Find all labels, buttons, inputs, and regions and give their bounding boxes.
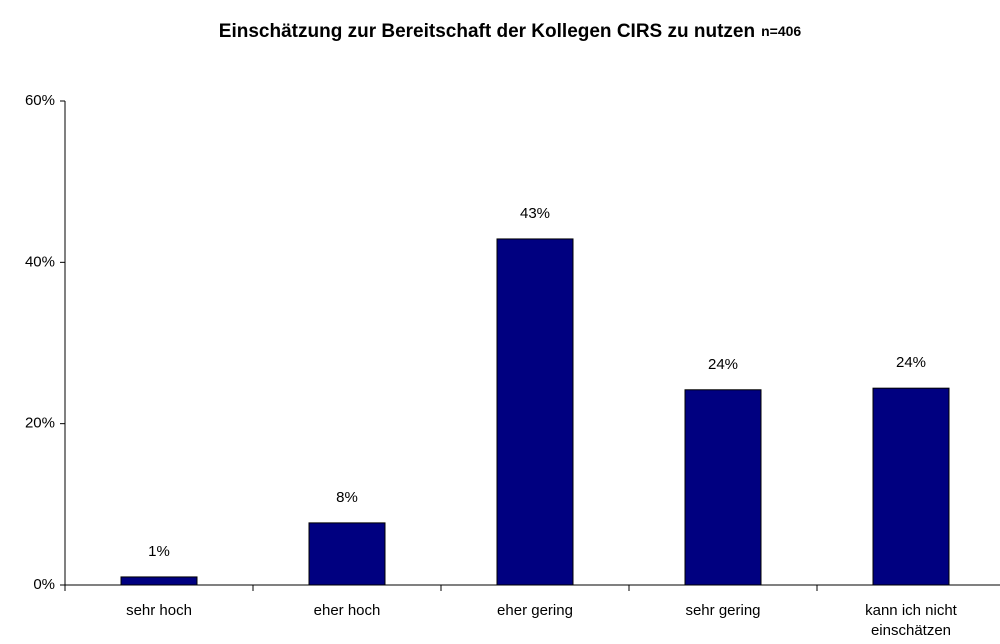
value-label: 8%	[336, 489, 358, 506]
chart-title-group: Einschätzung zur Bereitschaft der Kolleg…	[219, 21, 802, 42]
x-tick-label: eher hoch	[313, 602, 381, 619]
bar	[872, 387, 950, 586]
value-label: 24%	[708, 356, 738, 373]
chart-subtitle: n=406	[761, 23, 801, 39]
x-tick-label: eher gering	[497, 602, 573, 619]
bar	[684, 389, 762, 586]
bar	[308, 522, 386, 586]
value-label: 43%	[520, 205, 550, 222]
value-label: 1%	[148, 543, 170, 560]
chart-title: Einschätzung zur Bereitschaft der Kolleg…	[219, 21, 755, 42]
x-tick-label: kann ich nicht einschätzen	[865, 602, 957, 639]
x-tick-label: sehr gering	[685, 602, 761, 619]
value-label: 24%	[896, 354, 926, 371]
y-tick-label: 40%	[25, 253, 55, 270]
y-tick-label: 20%	[25, 415, 55, 432]
bar	[120, 576, 198, 586]
y-tick-label: 0%	[33, 576, 55, 593]
bar	[496, 238, 574, 586]
x-tick-label: sehr hoch	[126, 602, 192, 619]
y-tick-label: 60%	[25, 92, 55, 109]
